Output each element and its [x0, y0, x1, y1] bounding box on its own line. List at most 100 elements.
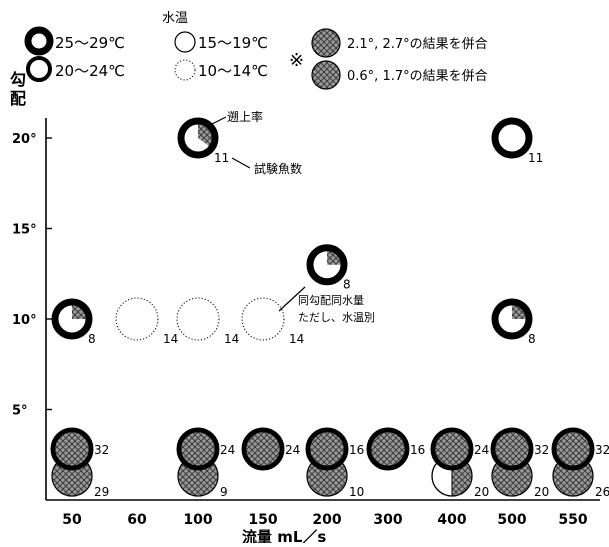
x-tick-label: 500	[497, 512, 526, 528]
marker-ascent-wedge	[198, 124, 212, 146]
marker-fill	[371, 432, 405, 466]
x-tick-label: 200	[312, 512, 341, 528]
fish-count-label: 14	[224, 332, 239, 346]
fish-count-label: 14	[289, 332, 304, 346]
marker-ring	[430, 427, 474, 471]
data-point: 14	[176, 297, 239, 346]
marker-ring	[241, 427, 285, 471]
fish-count-label: 8	[88, 332, 96, 346]
marker-ascent-wedge	[327, 251, 341, 265]
same-condition-leader	[278, 286, 306, 312]
fish-count-label: 10	[349, 485, 364, 499]
note-mark: ※	[289, 50, 304, 71]
data-point: 16	[366, 427, 425, 471]
data-point: 16	[305, 427, 364, 471]
marker-fill	[310, 432, 344, 466]
axis-ticks: 20° 15° 10° 5° 50 60 100 150 200 300 400 500 550	[12, 132, 588, 528]
fish-count-label: 11	[214, 151, 229, 165]
fish-count-label: 29	[94, 485, 109, 499]
marker-ring	[305, 427, 349, 471]
data-point: 11	[491, 117, 543, 165]
x-tick-label: 50	[62, 512, 82, 528]
data-point: 32	[490, 427, 549, 471]
fish-count-label: 16	[410, 443, 425, 457]
marker-fill	[55, 432, 89, 466]
x-tick-label: 400	[437, 512, 466, 528]
ascent-rate-leader	[211, 116, 227, 125]
legend-label-25-29: 25～29℃	[55, 34, 125, 52]
fish-count-label: 24	[474, 443, 489, 457]
y-tick-label: 10°	[12, 313, 37, 328]
fish-count-label: 16	[349, 443, 364, 457]
fish-count-label: 20	[534, 485, 549, 499]
legend-label-combined-high: 2.1°, 2.7°の結果を併合	[347, 37, 488, 52]
data-point: 14	[241, 297, 304, 346]
marker-fill	[556, 432, 590, 466]
marker-ring	[490, 427, 534, 471]
marker-ring	[366, 427, 410, 471]
legend-marker-10-14	[174, 59, 196, 81]
x-tick-label: 60	[127, 512, 147, 528]
marker-fill	[435, 432, 469, 466]
marker-base	[498, 124, 526, 152]
data-point: 8	[491, 298, 536, 346]
data-point: 32	[50, 427, 109, 471]
annotations: 遡上率 試験魚数 同勾配同水量 ただし、水温別	[211, 109, 375, 324]
marker-ring-dotted	[241, 297, 285, 341]
marker-fill	[181, 432, 215, 466]
fish-count-label: 14	[163, 332, 178, 346]
fish-count-label: 32	[595, 443, 609, 457]
legend-marker-combined-low	[311, 60, 341, 90]
y-tick-label: 15°	[12, 223, 37, 238]
fish-count-label: 32	[94, 443, 109, 457]
data-point: 24	[241, 427, 300, 471]
data-point: 14	[115, 297, 178, 346]
fish-count-label: 9	[220, 485, 228, 499]
x-tick-label: 100	[183, 512, 212, 528]
legend-label-combined-low: 0.6°, 1.7°の結果を併合	[347, 69, 488, 84]
y-axis-label-char-2: 配	[10, 89, 26, 108]
legend-title: 水温	[162, 11, 188, 26]
fish-count-label: 8	[528, 332, 536, 346]
ascent-rate-label: 遡上率	[227, 109, 263, 124]
legend-marker-15-19	[174, 31, 196, 53]
marker-fill	[246, 432, 280, 466]
data-point: 8	[306, 244, 351, 292]
marker-ring	[306, 244, 348, 286]
marker-fill	[495, 432, 529, 466]
marker-ascent-wedge	[512, 305, 526, 319]
marker-ring	[176, 427, 220, 471]
legend-label-10-14: 10～14℃	[198, 62, 268, 80]
legend-marker-combined-high	[311, 28, 341, 58]
fish-count-label: 26	[595, 485, 609, 499]
fish-count-label: 試験魚数	[254, 161, 302, 176]
data-point: 24	[430, 427, 489, 471]
fish-count-label: 24	[285, 443, 300, 457]
y-tick-label: 20°	[12, 132, 37, 147]
fish-count-label: 20	[474, 485, 489, 499]
y-axis-label-char-1: 勾	[10, 70, 26, 89]
legend-label-20-24: 20～24℃	[55, 62, 125, 80]
marker-ring	[491, 117, 533, 159]
data-point: 11	[177, 117, 229, 165]
marker-ring	[177, 117, 219, 159]
marker-ring	[50, 427, 94, 471]
marker-ring	[491, 298, 533, 340]
marker-ring-dotted	[176, 297, 220, 341]
legend-marker-20-24	[26, 56, 52, 82]
fish-count-label: 8	[343, 278, 351, 292]
marker-ascent-wedge	[72, 305, 86, 319]
legend-marker-25-29	[24, 26, 54, 56]
data-points: 29 9 10 20 20 26 32 24 24 16 16 24 32 32 11 11 8 8 14 14 14 8	[50, 117, 609, 499]
legend: 水温 25～29℃ 15～19℃ 20～24℃ 10～14℃ ※ 2.1°, 2…	[24, 11, 488, 90]
fish-count-label: 11	[528, 151, 543, 165]
data-point: 32	[551, 427, 609, 471]
fish-count-leader	[231, 157, 251, 169]
x-tick-label: 150	[248, 512, 277, 528]
y-tick-label: 5°	[12, 404, 28, 419]
x-tick-label: 300	[373, 512, 402, 528]
data-point: 24	[176, 427, 235, 471]
same-condition-line-1: 同勾配同水量	[298, 294, 364, 307]
